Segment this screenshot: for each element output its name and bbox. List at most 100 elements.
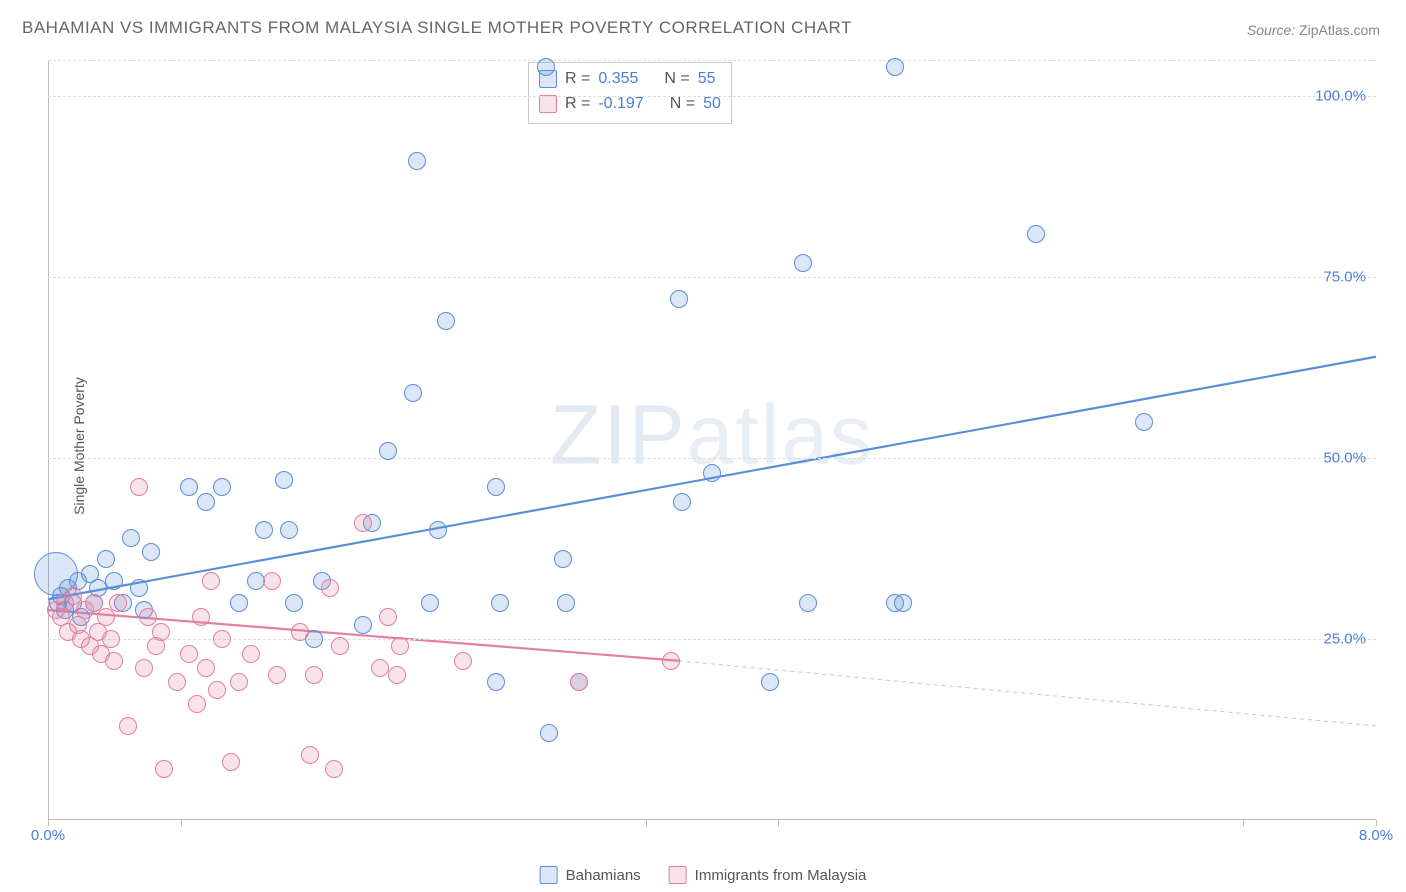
data-point	[761, 673, 779, 691]
y-tick-label: 50.0%	[1323, 450, 1366, 467]
data-point	[291, 623, 309, 641]
legend-swatch-1	[669, 866, 687, 884]
legend-item-1: Immigrants from Malaysia	[669, 866, 867, 884]
data-point	[554, 550, 572, 568]
data-point	[142, 543, 160, 561]
data-point	[213, 478, 231, 496]
r-label: R =	[565, 67, 590, 92]
gridline	[48, 96, 1376, 97]
data-point	[703, 464, 721, 482]
data-point	[886, 58, 904, 76]
data-point	[894, 594, 912, 612]
trend-overlay	[48, 60, 1376, 820]
y-tick-label: 100.0%	[1315, 88, 1366, 105]
y-tick-label: 75.0%	[1323, 269, 1366, 286]
data-point	[421, 594, 439, 612]
x-tick-mark	[646, 820, 647, 826]
data-point	[1027, 225, 1045, 243]
data-point	[325, 760, 343, 778]
data-point	[135, 659, 153, 677]
plot-area: ZIPatlas R = 0.355 N = 55 R = -0.197 N =…	[48, 60, 1376, 820]
series-swatch-1	[539, 95, 557, 113]
legend-swatch-0	[540, 866, 558, 884]
data-point	[437, 312, 455, 330]
y-axis	[48, 60, 49, 820]
data-point	[275, 471, 293, 489]
data-point	[354, 616, 372, 634]
data-point	[222, 753, 240, 771]
data-point	[255, 521, 273, 539]
data-point	[540, 724, 558, 742]
data-point	[122, 529, 140, 547]
data-point	[105, 652, 123, 670]
source-label: Source:	[1247, 22, 1295, 38]
source-value: ZipAtlas.com	[1299, 22, 1380, 38]
data-point	[130, 579, 148, 597]
data-point	[97, 608, 115, 626]
x-tick-label: 8.0%	[1359, 827, 1393, 844]
data-point	[247, 572, 265, 590]
data-point	[379, 608, 397, 626]
x-tick-label: 0.0%	[31, 827, 65, 844]
data-point	[213, 630, 231, 648]
x-tick-mark	[1376, 820, 1377, 826]
data-point	[139, 608, 157, 626]
data-point	[491, 594, 509, 612]
data-point	[105, 572, 123, 590]
data-point	[487, 478, 505, 496]
gridline	[48, 458, 1376, 459]
data-point	[371, 659, 389, 677]
data-point	[670, 290, 688, 308]
data-point	[570, 673, 588, 691]
x-tick-mark	[181, 820, 182, 826]
data-point	[152, 623, 170, 641]
data-point	[180, 478, 198, 496]
data-point	[331, 637, 349, 655]
source-attribution: Source: ZipAtlas.com	[1247, 22, 1380, 38]
data-point	[305, 666, 323, 684]
data-point	[354, 514, 372, 532]
data-point	[197, 493, 215, 511]
n-value-0: 55	[698, 67, 716, 92]
data-point	[202, 572, 220, 590]
data-point	[487, 673, 505, 691]
trend-line-extrapolated	[679, 661, 1376, 726]
stats-legend: R = 0.355 N = 55 R = -0.197 N = 50	[528, 62, 732, 124]
data-point	[388, 666, 406, 684]
watermark-bold: ZIP	[550, 388, 687, 482]
data-point	[168, 673, 186, 691]
legend-item-0: Bahamians	[540, 866, 641, 884]
y-tick-label: 25.0%	[1323, 631, 1366, 648]
data-point	[155, 760, 173, 778]
x-axis	[48, 819, 1376, 820]
legend-label-1: Immigrants from Malaysia	[695, 867, 867, 884]
data-point	[557, 594, 575, 612]
data-point	[102, 630, 120, 648]
gridline	[48, 277, 1376, 278]
data-point	[208, 681, 226, 699]
data-point	[268, 666, 286, 684]
r-value-0: 0.355	[598, 67, 638, 92]
data-point	[799, 594, 817, 612]
data-point	[537, 58, 555, 76]
data-point	[130, 478, 148, 496]
data-point	[1135, 413, 1153, 431]
data-point	[242, 645, 260, 663]
data-point	[454, 652, 472, 670]
data-point	[230, 594, 248, 612]
x-tick-mark	[778, 820, 779, 826]
data-point	[263, 572, 281, 590]
data-point	[429, 521, 447, 539]
series-legend: Bahamians Immigrants from Malaysia	[540, 866, 867, 884]
data-point	[97, 550, 115, 568]
data-point	[180, 645, 198, 663]
data-point	[301, 746, 319, 764]
data-point	[321, 579, 339, 597]
data-point	[391, 637, 409, 655]
data-point	[673, 493, 691, 511]
data-point	[192, 608, 210, 626]
data-point	[230, 673, 248, 691]
data-point	[408, 152, 426, 170]
legend-label-0: Bahamians	[566, 867, 641, 884]
stats-row-0: R = 0.355 N = 55	[539, 67, 721, 92]
